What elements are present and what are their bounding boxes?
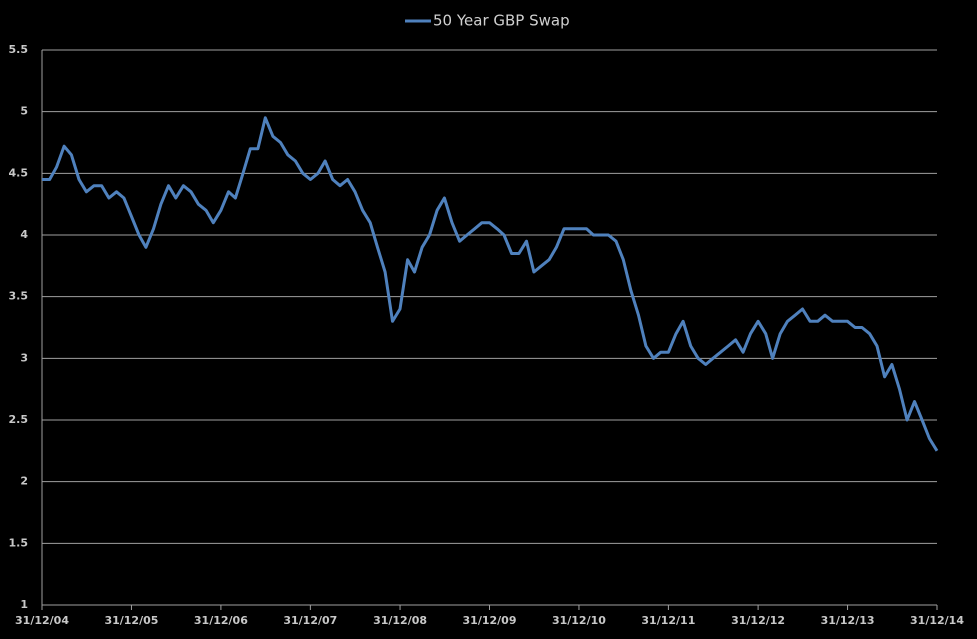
x-tick-label: 31/12/04: [15, 614, 69, 627]
x-tick-label: 31/12/12: [731, 614, 785, 627]
y-tick-label: 4.5: [9, 166, 29, 179]
y-tick-label: 3.5: [9, 290, 29, 303]
x-tick-label: 31/12/11: [641, 614, 695, 627]
y-tick-label: 2.5: [9, 413, 29, 426]
y-tick-label: 3: [20, 351, 28, 364]
x-tick-label: 31/12/13: [821, 614, 875, 627]
x-tick-label: 31/12/09: [463, 614, 517, 627]
x-tick-label: 31/12/07: [283, 614, 337, 627]
legend-label: 50 Year GBP Swap: [433, 12, 570, 30]
y-tick-label: 4: [20, 228, 28, 241]
x-tick-label: 31/12/06: [194, 614, 248, 627]
x-tick-label: 31/12/14: [910, 614, 964, 627]
y-tick-label: 2: [20, 475, 28, 488]
x-tick-label: 31/12/05: [104, 614, 158, 627]
y-tick-label: 5: [20, 105, 28, 118]
y-tick-label: 1.5: [9, 536, 29, 549]
series-line: [42, 116, 939, 452]
x-tick-label: 31/12/10: [552, 614, 606, 627]
y-tick-label: 1: [20, 598, 28, 611]
x-tick-label: 31/12/08: [373, 614, 427, 627]
y-tick-label: 5.5: [9, 43, 29, 56]
